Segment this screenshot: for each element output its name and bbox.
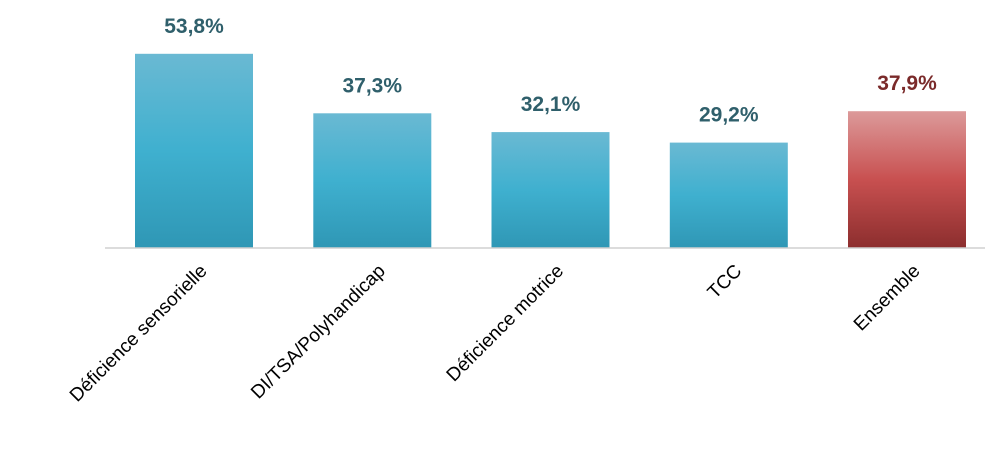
bar-2 [491,132,610,248]
bar-1 [313,113,432,248]
category-label-3: TCC [704,261,746,303]
bars-group [135,53,966,248]
value-label-0: 53,8% [164,15,224,38]
bar-0 [135,53,253,248]
value-label-1: 37,3% [342,74,402,97]
category-labels-group: Déficience sensorielle DI/TSA/Polyhandica… [66,261,925,407]
bar-4 [848,111,966,248]
category-label-2: Déficience motrice [443,261,568,386]
value-label-2: 32,1% [521,93,581,116]
category-label-1: DI/TSA/Polyhandicap [247,261,390,404]
value-label-3: 29,2% [699,104,759,127]
category-label-4: Ensemble [850,261,925,336]
value-labels-group: 53,8% 37,3% 32,1% 29,2% 37,9% [164,15,937,127]
value-label-4: 37,9% [877,72,937,95]
bar-3 [669,142,788,248]
category-label-0: Déficience sensorielle [66,261,212,407]
